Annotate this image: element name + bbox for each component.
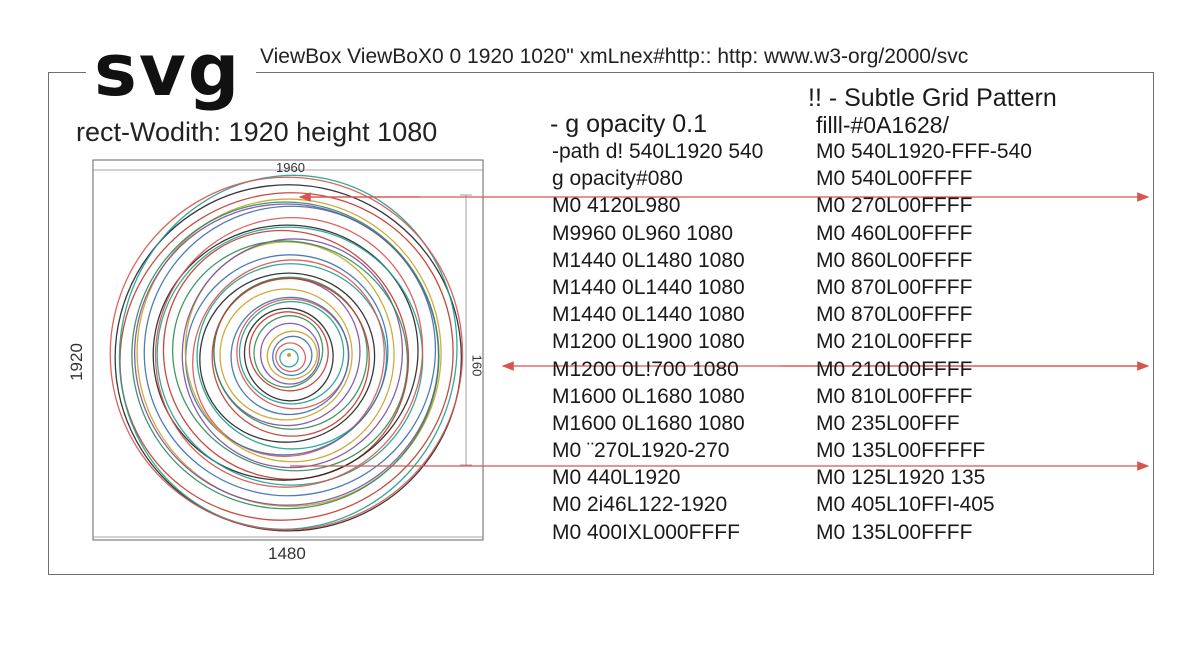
- spiral-ring: [266, 330, 318, 380]
- spiral-ring: [279, 348, 299, 368]
- code-line: M0 870L00FFFF: [816, 303, 973, 327]
- spiral-ring: [272, 335, 313, 377]
- spiral-ring: [114, 184, 462, 532]
- spiral-ring: [184, 241, 395, 463]
- code-line: M0 400IXL000FFFF: [552, 520, 740, 544]
- spiral-ring: [211, 277, 370, 437]
- code-line: M0 135L00FFFFF: [816, 439, 986, 463]
- code-line: M0 460L00FFFF: [816, 221, 973, 245]
- spiral-ring: [259, 322, 320, 385]
- spiral-ring: [230, 296, 350, 416]
- spiral-ring: [248, 311, 329, 392]
- spiral-ring: [154, 217, 424, 488]
- code-line: M1440 0L1440 1080: [552, 275, 745, 299]
- dimension-top-label: 1960: [276, 160, 305, 175]
- code-line: M0 4120L980: [552, 194, 681, 218]
- code-line: M1440 0L1480 1080: [552, 248, 745, 272]
- left-column-heading: - g opacity 0.1: [550, 110, 708, 138]
- spiral-ring: [253, 315, 324, 388]
- spiral-ring: [238, 300, 345, 405]
- spiral-ring: [109, 176, 464, 531]
- right-column-heading: !! - Subtle Grid Pattern: [808, 84, 1057, 112]
- code-line: M0 270L00FFFF: [816, 194, 973, 218]
- spiral-ring: [143, 205, 437, 497]
- spiral-ring: [152, 224, 419, 481]
- spiral-ring: [171, 240, 409, 472]
- spiral-ring: [131, 201, 440, 510]
- left-code-column: -path d! 540L1920 540 g opacity#080 M0 4…: [552, 138, 763, 546]
- code-line: M0 210L00FFFF: [816, 330, 973, 354]
- code-line: M0 135L00FFFF: [816, 520, 973, 544]
- svg-title: svg: [94, 28, 242, 112]
- spiral-ring: [199, 272, 376, 443]
- code-line: M1200 0L!700 1080: [552, 357, 739, 381]
- spiral-ring: [185, 254, 389, 456]
- spiral-ring: [219, 288, 353, 421]
- spiral-center: [287, 353, 291, 357]
- code-line: M0 440L1920: [552, 466, 681, 490]
- code-line: -path d! 540L1920 540: [552, 140, 764, 163]
- code-line: M0 235L00FFF: [816, 411, 960, 435]
- frame-title-gap: [86, 60, 256, 86]
- rect-caption: rect-Wodith: 1920 height 1080: [76, 117, 438, 147]
- code-line: M0 860L00FFFF: [816, 248, 973, 272]
- dimension-right-label: 160: [469, 354, 485, 377]
- spiral-ring: [119, 192, 454, 521]
- code-line: M0 405L10FFI-405: [816, 493, 995, 517]
- code-line: M1600 0L1680 1080: [552, 384, 745, 408]
- code-line: M1600 0L1680 1080: [552, 411, 745, 435]
- code-line: M0 210L00FFFF: [816, 357, 973, 381]
- code-line: M0 540L1920-FFF-540: [816, 140, 1032, 163]
- spiral-ring: [181, 238, 404, 469]
- code-line: M0 ¨270L1920-270: [552, 439, 730, 463]
- dimension-left-label: 1920: [66, 343, 86, 381]
- right-column-subheading: filll-#0A1628/: [816, 112, 949, 138]
- spiral-ring: [136, 198, 442, 508]
- outer-frame: [48, 72, 1154, 575]
- code-line: g opacity#080: [552, 167, 683, 191]
- spiral-ring: [196, 263, 388, 450]
- spiral-ring: [156, 226, 424, 486]
- dimension-bottom-label: 1480: [268, 544, 306, 563]
- code-line: M1200 0L1900 1080: [552, 330, 745, 354]
- code-line: M1440 0L1440 1080: [552, 303, 745, 327]
- code-line: M0 540L00FFFF: [816, 167, 973, 191]
- viewbox-header: ViewBox ViewBoX0 0 1920 1020" xmLnex#htt…: [260, 45, 969, 68]
- code-line: M9960 0L960 1080: [552, 221, 733, 245]
- code-line: M0 125L1920 135: [816, 466, 986, 490]
- spiral-ring: [243, 307, 334, 402]
- spiral-ring: [275, 342, 307, 373]
- code-line: M0 810L00FFFF: [816, 384, 973, 408]
- right-code-column: M0 540L1920-FFF-540 M0 540L00FFFF M0 270…: [816, 138, 1032, 546]
- code-line: M0 870L00FFFF: [816, 275, 973, 299]
- dimension-box: [92, 159, 484, 541]
- code-line: M0 2i46L122-1920: [552, 493, 728, 517]
- spiral-rings: [109, 174, 464, 532]
